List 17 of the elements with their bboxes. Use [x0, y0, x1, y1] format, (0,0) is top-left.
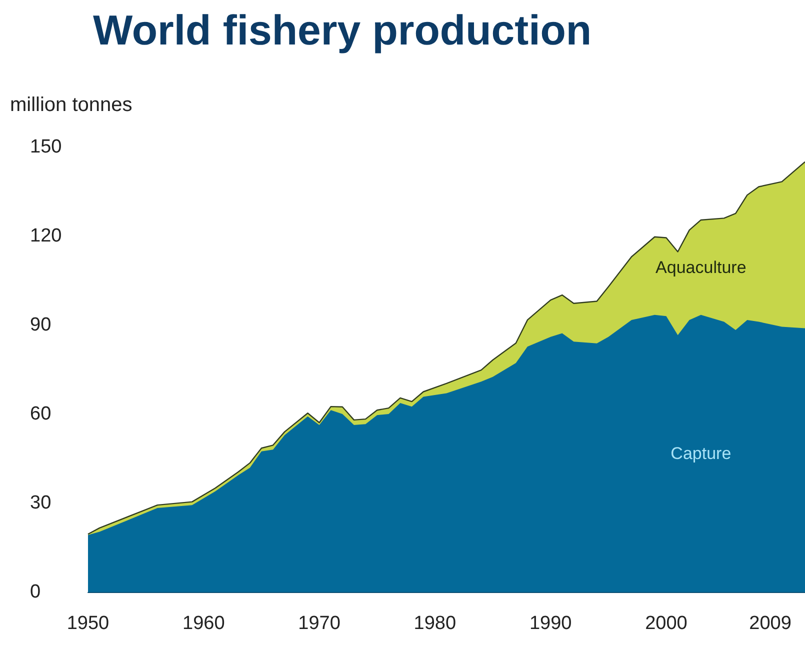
y-tick-label: 150: [30, 136, 62, 158]
x-tick-label: 1950: [66, 613, 110, 634]
y-axis-title: million tonnes: [10, 94, 132, 116]
x-tick-label: 1960: [182, 613, 225, 634]
y-tick-label: 120: [30, 226, 62, 246]
x-tick-label: 1980: [414, 613, 456, 634]
y-tick-label: 0: [30, 582, 41, 602]
y-tick-label: 30: [30, 492, 52, 514]
y-tick-label: 60: [30, 404, 52, 424]
y-tick-label: 90: [30, 314, 52, 336]
series-label: Capture: [670, 444, 732, 463]
chart-title: World fishery production: [93, 6, 592, 54]
x-tick-label: 2000: [645, 613, 688, 634]
x-tick-label: 1970: [298, 613, 340, 634]
x-tick-label: 1990: [529, 613, 572, 634]
x-tick-label: 2009: [749, 613, 792, 634]
series-label: Aquaculture: [656, 258, 746, 277]
